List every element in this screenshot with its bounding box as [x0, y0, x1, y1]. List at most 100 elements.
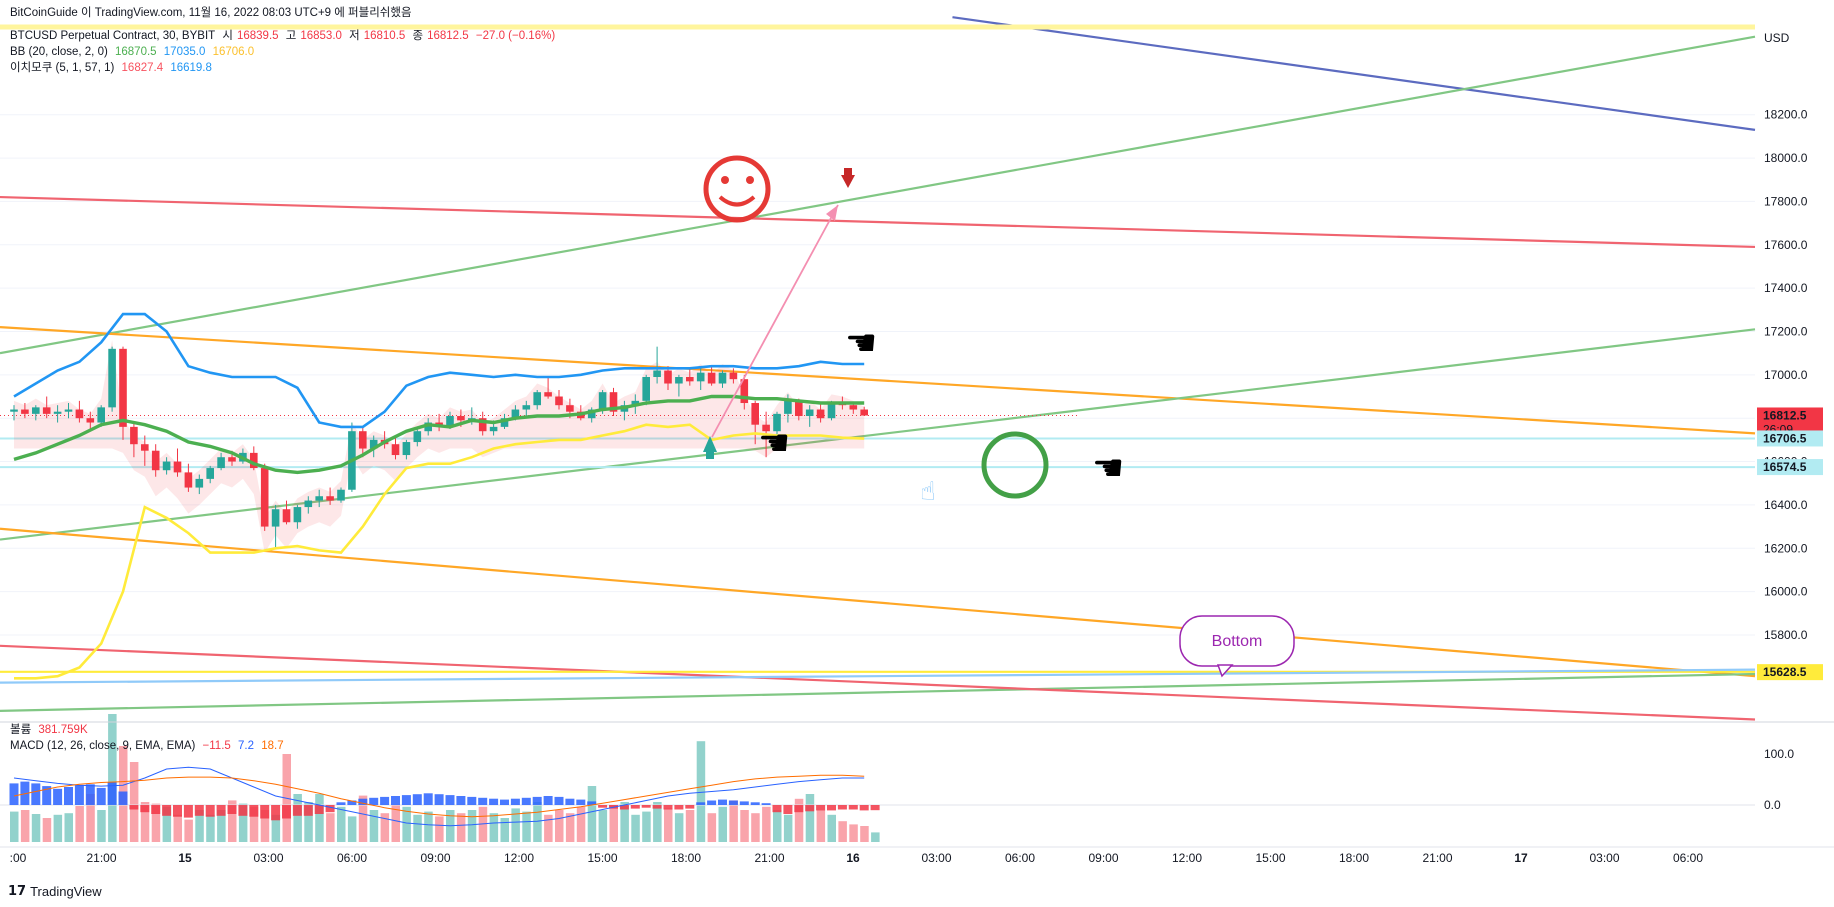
- last-price-tag: 16812.5: [1763, 408, 1807, 422]
- volume-bar: [75, 806, 84, 842]
- candle-body: [544, 392, 552, 397]
- time-axis[interactable]: :00 21:00 15 03:00 06:00 09:00 12:00 15:00 18:00…: [0, 846, 1834, 865]
- volume-bar: [315, 794, 324, 842]
- volume-bar: [816, 810, 826, 842]
- macd-hist-bar: [598, 805, 608, 808]
- price-tick-label: 17800.0: [1764, 194, 1808, 208]
- bb-legend[interactable]: BB (20, close, 2, 0) 16870.5 17035.0 167…: [10, 45, 258, 59]
- macd-hist-bar: [64, 787, 73, 805]
- candle-body: [293, 507, 302, 523]
- candle-body: [631, 400, 640, 406]
- smiley-mouth: [718, 195, 756, 207]
- candle-body: [42, 407, 51, 414]
- candle-body: [424, 422, 432, 432]
- macd-hist-bar: [292, 805, 302, 816]
- volume-bar: [533, 802, 542, 842]
- candle-body: [206, 468, 214, 479]
- time-tick-label: 16: [846, 851, 860, 865]
- volume-bar: [555, 810, 564, 842]
- price-tick-label: 17000.0: [1764, 368, 1808, 382]
- volume-bar: [42, 818, 52, 842]
- target-arrowhead: [826, 205, 838, 221]
- volume-bar: [53, 814, 63, 842]
- publish-info: BitCoinGuide 이 TradingView.com, 11월 16, …: [10, 7, 412, 19]
- macd-hist-bar: [380, 796, 390, 805]
- volume-bar: [402, 806, 411, 842]
- bottom-label: Bottom: [1212, 633, 1263, 650]
- tradingview-brand[interactable]: 𝟭𝟳 TradingView: [8, 883, 102, 899]
- macd-legend[interactable]: MACD (12, 26, close, 9, EMA, EMA) −11.5 …: [10, 739, 288, 753]
- volume-bar: [587, 786, 597, 842]
- candle-body: [533, 392, 541, 406]
- down-arrow-icon: [841, 175, 855, 188]
- macd-hist-bar: [870, 805, 880, 811]
- volume-bar: [173, 814, 182, 842]
- volume-legend[interactable]: 볼륨 381.759K: [10, 723, 92, 737]
- price-tick-label: 17600.0: [1764, 238, 1808, 252]
- candle-body: [271, 509, 280, 527]
- candle-body: [849, 405, 858, 410]
- volume-bar: [238, 803, 248, 842]
- ohlc-low: 16810.5: [363, 30, 406, 42]
- candle-body: [10, 409, 18, 412]
- volume-bar: [609, 805, 618, 842]
- candle-body: [141, 444, 149, 451]
- volume-bar: [467, 810, 477, 842]
- bb-low-tag-bg: [1757, 430, 1823, 447]
- volume-value: 381.759K: [38, 724, 88, 736]
- macd-hist-bar: [739, 801, 749, 805]
- candle-body: [173, 461, 182, 473]
- trend-line: [0, 668, 1756, 684]
- macd-hist-bar: [728, 800, 738, 805]
- trend-line: [0, 328, 1756, 541]
- time-tick-label: 03:00: [1589, 851, 1619, 865]
- macd-hist-bar: [500, 799, 509, 805]
- macd-hist-bar: [85, 784, 95, 805]
- volume-bar: [271, 814, 281, 842]
- volume-bar: [129, 762, 139, 842]
- volume-bar: [86, 794, 95, 842]
- up-arrow-icon: [703, 436, 717, 452]
- candle-body: [762, 424, 770, 432]
- macd-hist-bar: [521, 797, 531, 805]
- time-tick-label: 15:00: [587, 851, 617, 865]
- candle-body: [805, 409, 814, 417]
- candle-body: [478, 418, 487, 432]
- candle-body: [250, 452, 258, 469]
- ohlc-open-label: 시: [222, 30, 233, 42]
- macd-hist-bar: [423, 793, 433, 805]
- volume-bar: [685, 810, 695, 842]
- macd-hist-bar: [707, 800, 717, 805]
- candle-body: [217, 457, 225, 469]
- candle-body: [359, 431, 367, 449]
- macd-hist-bar: [31, 783, 41, 805]
- candle-body: [184, 472, 193, 488]
- macd-hist-bar: [794, 805, 804, 813]
- macd-hist-bar: [271, 805, 281, 821]
- volume-bar: [140, 802, 150, 842]
- price-axis[interactable]: 15800.016000.016200.016400.016600.016800…: [1757, 31, 1823, 681]
- volume-bar: [260, 810, 270, 842]
- time-tick-label: 18:00: [671, 851, 701, 865]
- volume-bar: [674, 813, 684, 842]
- price-tick-label: 17400.0: [1764, 281, 1808, 295]
- macd-hist-bar: [456, 796, 466, 805]
- macd-hist-bar: [336, 802, 346, 805]
- macd-pane: 100.0 0.0: [0, 721, 1834, 827]
- volume-bar: [64, 813, 73, 842]
- macd-hist-bar: [750, 802, 760, 805]
- macd-hist-bar: [53, 788, 63, 805]
- symbol-legend[interactable]: BTCUSD Perpetual Contract, 30, BYBIT 시 16…: [10, 29, 559, 43]
- volume-bar: [576, 806, 586, 842]
- macd-tick-label: 100.0: [1764, 747, 1794, 761]
- trend-lines: [0, 16, 1756, 721]
- candle-body: [304, 500, 313, 508]
- macd-hist-bar: [325, 805, 335, 813]
- ichimoku-legend[interactable]: 이치모쿠 (5, 1, 57, 1) 16827.4 16619.8: [10, 61, 216, 75]
- candle-body: [751, 403, 759, 425]
- bb-basis-value: 16870.5: [115, 46, 157, 58]
- volume-bar: [293, 794, 302, 842]
- macd-hist-bar: [489, 798, 499, 805]
- volume-bar: [838, 821, 847, 842]
